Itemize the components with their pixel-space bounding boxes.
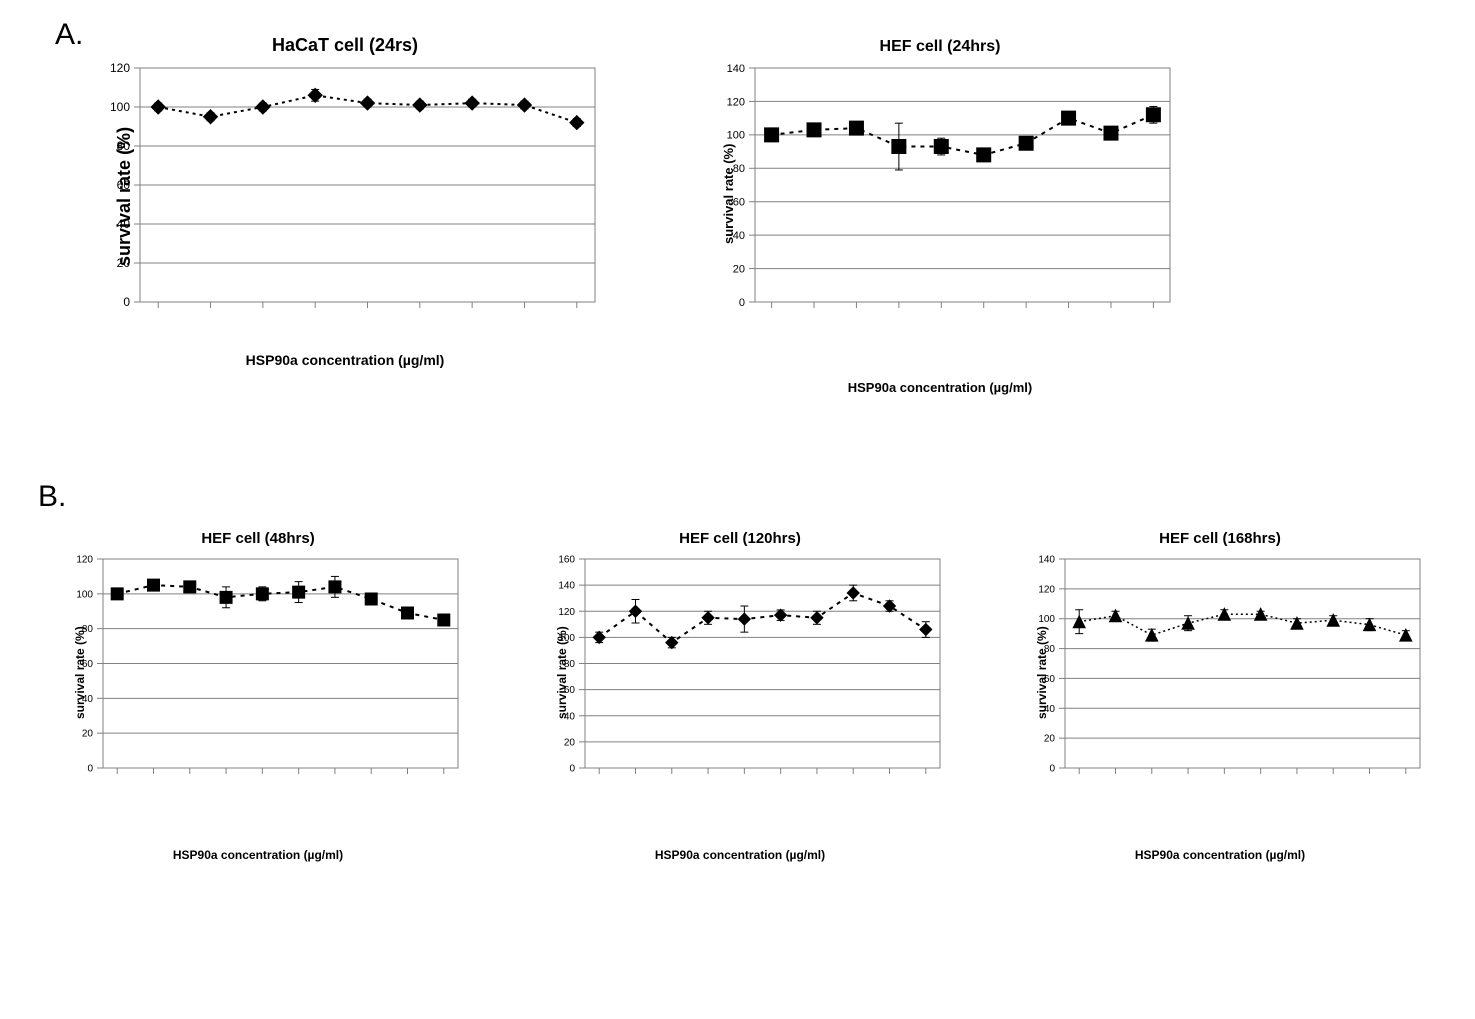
x-axis-label: HSP90a concentration (µg/ml)	[1010, 848, 1430, 862]
chart-hef-48h: HEF cell (48hrs)02040608010012000.00010.…	[48, 530, 468, 862]
data-marker	[147, 579, 159, 591]
ytick-label: 0	[739, 297, 745, 309]
ytick-label: 140	[1038, 555, 1055, 566]
ytick-label: 20	[1044, 734, 1056, 745]
data-marker	[329, 581, 341, 593]
ytick-label: 20	[564, 737, 576, 748]
panel-b-label: B.	[38, 480, 66, 514]
data-marker	[293, 586, 305, 598]
data-marker	[365, 593, 377, 605]
ytick-label: 120	[1038, 584, 1055, 595]
x-axis-label: HSP90a concentration (µg/ml)	[85, 352, 605, 368]
chart-plot: 02040608010012000.00010.0010.010.10.5155…	[48, 551, 468, 776]
data-marker	[438, 614, 450, 626]
data-marker	[402, 607, 414, 619]
x-axis-label: HSP90a concentration (µg/ml)	[48, 848, 468, 862]
chart-plot: 02040608010012014016000.00010.0010.010.1…	[530, 551, 950, 776]
chart-title: HEF cell (168hrs)	[1010, 530, 1430, 547]
chart-hef-24h: HEF cell (24hrs)02040608010012014000.000…	[700, 38, 1180, 395]
data-marker	[807, 123, 821, 137]
data-marker	[256, 588, 268, 600]
data-marker	[934, 140, 948, 154]
ytick-label: 140	[727, 63, 745, 75]
chart-plot: 02040608010012000.00010.0010.010.10.5155…	[85, 60, 605, 310]
panel-a-label: A.	[55, 18, 83, 52]
data-marker	[977, 148, 991, 162]
ytick-label: 120	[110, 61, 130, 75]
y-axis-label: survival rate (%)	[1035, 626, 1049, 719]
data-marker	[892, 140, 906, 154]
ytick-label: 100	[76, 589, 93, 600]
chart-plot: 02040608010012014000.00010.0010.010.10.5…	[1010, 551, 1430, 776]
ytick-label: 0	[1049, 764, 1055, 775]
chart-plot: 02040608010012014000.00010.0010.010.10.5…	[700, 60, 1180, 310]
chart-title: HEF cell (24hrs)	[700, 38, 1180, 56]
data-marker	[111, 588, 123, 600]
data-marker	[849, 121, 863, 135]
y-axis-label: survival rate (%)	[555, 626, 569, 719]
data-marker	[1104, 126, 1118, 140]
figure-page: A. B. HaCaT cell (24rs)02040608010012000…	[0, 0, 1475, 1019]
y-axis-label: survival rate (%)	[73, 626, 87, 719]
chart-hef-168h: HEF cell (168hrs)02040608010012014000.00…	[1010, 530, 1430, 862]
ytick-label: 100	[1038, 614, 1055, 625]
ytick-label: 120	[76, 555, 93, 566]
ytick-label: 0	[569, 764, 575, 775]
ytick-label: 140	[558, 581, 575, 592]
ytick-label: 100	[110, 100, 130, 114]
data-marker	[1019, 136, 1033, 150]
ytick-label: 160	[558, 555, 575, 566]
ytick-label: 0	[123, 295, 130, 309]
data-marker	[184, 581, 196, 593]
ytick-label: 120	[558, 607, 575, 618]
data-marker	[765, 128, 779, 142]
ytick-label: 20	[82, 729, 94, 740]
chart-title: HEF cell (48hrs)	[48, 530, 468, 547]
y-axis-label: survival rate (%)	[114, 126, 135, 265]
chart-title: HEF cell (120hrs)	[530, 530, 950, 547]
x-axis-label: HSP90a concentration (µg/ml)	[530, 848, 950, 862]
chart-hef-120h: HEF cell (120hrs)02040608010012014016000…	[530, 530, 950, 862]
ytick-label: 0	[87, 764, 93, 775]
ytick-label: 20	[733, 263, 745, 275]
data-marker	[1062, 111, 1076, 125]
y-axis-label: survival rate (%)	[721, 144, 736, 244]
ytick-label: 120	[727, 96, 745, 108]
chart-hacat-24h: HaCaT cell (24rs)02040608010012000.00010…	[85, 35, 605, 368]
ytick-label: 100	[727, 130, 745, 142]
data-marker	[220, 591, 232, 603]
data-marker	[1146, 108, 1160, 122]
x-axis-label: HSP90a concentration (µg/ml)	[700, 380, 1180, 395]
chart-title: HaCaT cell (24rs)	[85, 35, 605, 56]
